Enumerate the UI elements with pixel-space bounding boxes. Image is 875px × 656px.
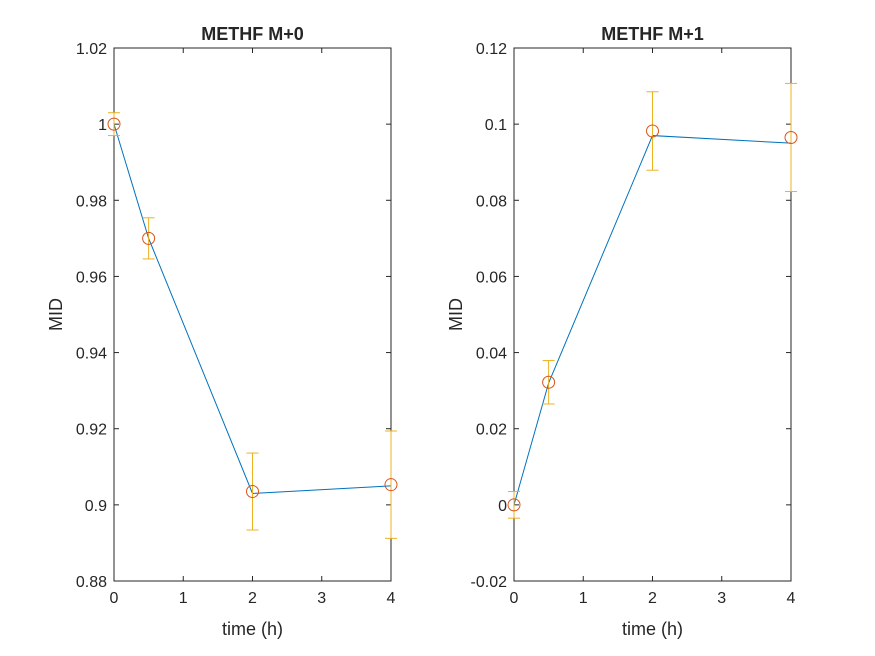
subplot-1: 0 1 2 3 4 0.88 0.9 0.92 0.94 0.96 0.98 1 1.02 METHF M… [46, 24, 398, 639]
y-tick-label: -0.02 [471, 574, 508, 591]
y-tick-label: 0.92 [76, 422, 107, 439]
data-point [542, 375, 556, 389]
error-bar [108, 112, 120, 137]
x-tick-label: 2 [248, 590, 257, 607]
y-tick-label: 0.96 [76, 269, 107, 286]
error-bar [385, 430, 397, 539]
y-tick-label: 0.02 [476, 422, 507, 439]
y-tick-label: 0 [498, 498, 507, 515]
x-tick-label: 4 [387, 590, 396, 607]
y-tick-label: 1 [98, 117, 107, 134]
y-tick-label: 0.04 [476, 346, 507, 363]
data-point [646, 124, 659, 138]
x-axis-label: time (h) [622, 619, 683, 639]
x-tick-label: 1 [179, 590, 188, 607]
data-point [142, 231, 156, 245]
x-tick-label: 3 [717, 590, 726, 607]
x-tick-label: 1 [579, 590, 588, 607]
error-bar [646, 91, 659, 171]
x-tick-label: 0 [510, 590, 519, 607]
error-bar [246, 452, 259, 531]
error-bar [508, 491, 520, 519]
chart-title: METHF M+0 [201, 24, 304, 44]
y-tick-label: 0.98 [76, 193, 107, 210]
error-bar [542, 360, 555, 405]
data-point [107, 117, 121, 131]
x-tick-label: 2 [648, 590, 657, 607]
y-axis-label: MID [446, 298, 466, 331]
fit-line [513, 135, 792, 505]
y-tick-label: 1.02 [76, 41, 107, 58]
y-tick-label: 0.12 [476, 41, 507, 58]
data-point [784, 130, 798, 144]
data-point [246, 485, 259, 499]
y-tick-label: 0.88 [76, 574, 107, 591]
y-tick-label: 0.08 [476, 193, 507, 210]
x-axis-label: time (h) [222, 619, 283, 639]
data-point [384, 478, 398, 492]
x-tick-label: 0 [110, 590, 119, 607]
fit-line [113, 123, 392, 494]
y-tick-label: 0.1 [485, 117, 507, 134]
data-point [507, 498, 521, 512]
error-bar [785, 82, 797, 193]
y-tick-label: 0.9 [85, 498, 107, 515]
y-tick-label: 0.94 [76, 346, 107, 363]
x-tick-label: 3 [317, 590, 326, 607]
error-bar [142, 217, 155, 260]
chart-title: METHF M+1 [601, 24, 704, 44]
subplot-2: 0 1 2 3 4-0.0200.020.040.060.080.10.12METHF … [446, 24, 798, 639]
x-tick-label: 4 [787, 590, 796, 607]
y-tick-label: 0.06 [476, 269, 507, 286]
y-axis-label: MID [46, 298, 66, 331]
